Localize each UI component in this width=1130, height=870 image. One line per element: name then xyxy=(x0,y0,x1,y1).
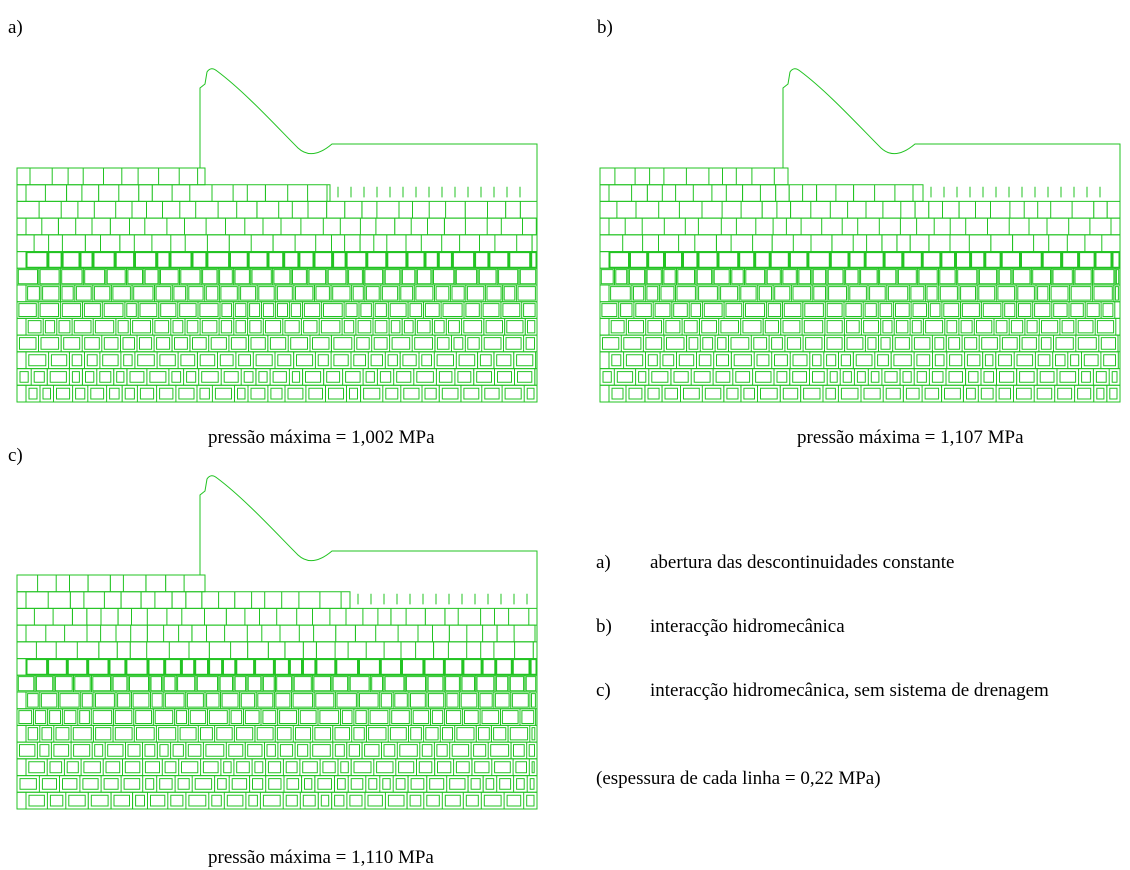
mesh-row xyxy=(16,167,206,186)
mesh-row xyxy=(16,184,521,202)
mesh-row xyxy=(599,200,1121,219)
legend-item: b) interacção hidromecânica xyxy=(596,613,1122,640)
mesh-row xyxy=(16,368,538,386)
legend-text: abertura das descontinuidades constante xyxy=(650,552,955,573)
mesh-row xyxy=(599,284,1121,303)
mesh-row xyxy=(599,234,1121,253)
panel-caption: pressão máxima = 1,107 MPa xyxy=(797,427,1024,448)
panel-label: a) xyxy=(8,17,23,38)
dam-outline xyxy=(599,68,1121,403)
mesh-row xyxy=(599,301,1121,319)
dam-model xyxy=(599,68,1121,403)
mesh-row xyxy=(16,591,528,609)
mesh-row xyxy=(16,691,538,710)
mesh-row xyxy=(16,775,538,793)
legend-item: a) abertura das descontinuidades constan… xyxy=(596,549,1122,576)
mesh-row xyxy=(599,368,1121,386)
mesh-row xyxy=(16,724,538,743)
legend-label: b) xyxy=(596,616,612,637)
legend-text: interacção hidromecânica xyxy=(650,616,845,637)
mesh-row xyxy=(16,607,538,626)
mesh-row xyxy=(599,217,1121,236)
mesh-row xyxy=(16,267,538,286)
mesh-row xyxy=(599,251,1121,269)
mesh-row xyxy=(16,641,538,660)
mesh-row xyxy=(599,317,1121,336)
mesh-row xyxy=(16,200,538,219)
mesh-row xyxy=(16,624,536,643)
legend-text: interacção hidromecânica, sem sistema de… xyxy=(650,680,1049,701)
mesh-row xyxy=(599,384,1121,403)
mesh-row xyxy=(16,301,538,319)
mesh-row xyxy=(16,574,206,593)
mesh-row xyxy=(599,267,1121,286)
legend-label: a) xyxy=(596,552,611,573)
dam-model xyxy=(16,68,538,403)
mesh-row xyxy=(16,758,538,777)
mesh-row xyxy=(599,184,1101,202)
panel-label: c) xyxy=(8,445,23,466)
panel-caption: pressão máxima = 1,002 MPa xyxy=(208,427,435,448)
mesh-row xyxy=(599,334,1121,353)
legend-label: c) xyxy=(596,680,611,701)
mesh-row xyxy=(16,708,537,726)
mesh-row xyxy=(599,351,1119,370)
legend-note: (espessura de cada linha = 0,22 MPa) xyxy=(596,768,881,789)
mesh-row xyxy=(16,384,538,403)
mesh-row xyxy=(16,334,538,353)
mesh-row xyxy=(599,167,789,186)
dam-outline xyxy=(16,475,538,810)
mesh-row xyxy=(16,741,538,760)
mesh-row xyxy=(16,251,538,269)
dam-outline xyxy=(16,68,538,403)
mesh-row xyxy=(16,284,538,303)
dam-model xyxy=(16,475,538,810)
mesh-row xyxy=(16,217,537,236)
mesh-row xyxy=(16,658,538,676)
mesh-row xyxy=(16,234,538,253)
panel-label: b) xyxy=(597,17,613,38)
mesh-row xyxy=(16,351,537,370)
mesh-row xyxy=(16,674,538,693)
mesh-row xyxy=(16,317,538,336)
legend-item: c) interacção hidromecânica, sem sistema… xyxy=(596,677,1122,704)
mesh-row xyxy=(16,791,538,810)
panel-caption: pressão máxima = 1,110 MPa xyxy=(208,847,434,868)
